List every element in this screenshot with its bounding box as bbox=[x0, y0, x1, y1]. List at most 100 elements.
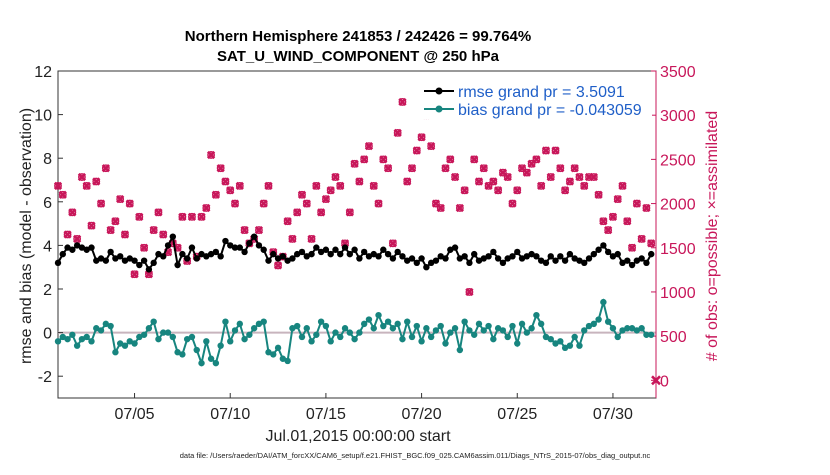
obs-possible-point bbox=[446, 155, 455, 164]
rmse-point bbox=[633, 257, 641, 264]
bias-point bbox=[380, 322, 387, 330]
obs-assimilated-point bbox=[226, 186, 235, 195]
obs-possible-point bbox=[101, 164, 110, 173]
bias-point bbox=[270, 351, 277, 358]
x-tick-label: 07/30 bbox=[593, 406, 633, 423]
obs-possible-point bbox=[436, 204, 445, 212]
obs-assimilated-point bbox=[455, 203, 464, 213]
bias-point bbox=[638, 325, 645, 332]
obs-assimilated-point bbox=[560, 186, 570, 195]
bias-point bbox=[432, 327, 440, 334]
rmse-point bbox=[193, 255, 200, 262]
obs-possible-point bbox=[379, 155, 388, 164]
obs-assimilated-point bbox=[450, 172, 460, 182]
rmse-point bbox=[442, 255, 449, 262]
bias-point bbox=[150, 318, 157, 325]
obs-assimilated-point bbox=[321, 195, 331, 204]
bias-point bbox=[528, 325, 535, 332]
obs-possible-point bbox=[570, 164, 579, 173]
rmse-point bbox=[83, 246, 90, 253]
series-bias bbox=[54, 298, 655, 367]
bias-point bbox=[227, 338, 234, 345]
bias-point bbox=[590, 320, 598, 328]
obs-possible-point bbox=[565, 177, 574, 186]
obs-assimilated-point bbox=[350, 159, 359, 168]
rmse-point bbox=[121, 257, 129, 264]
bias-point bbox=[447, 329, 454, 336]
obs-assimilated-point bbox=[369, 181, 378, 191]
obs-possible-point bbox=[618, 181, 627, 190]
rmse-point bbox=[155, 250, 162, 258]
y-right-tick-label: 0 bbox=[660, 373, 669, 390]
rmse-point bbox=[174, 261, 181, 269]
obs-assimilated-point bbox=[489, 177, 498, 186]
bias-point bbox=[490, 335, 497, 343]
obs-possible-point bbox=[326, 186, 335, 195]
bias-point bbox=[423, 325, 430, 332]
y-tick-label: 0 bbox=[43, 326, 52, 343]
obs-possible-point bbox=[499, 168, 507, 177]
rmse-point bbox=[298, 248, 306, 256]
obs-assimilated-point bbox=[302, 199, 311, 208]
obs-assimilated-point bbox=[288, 234, 297, 244]
bias-point bbox=[480, 327, 487, 334]
bias-point bbox=[64, 335, 71, 343]
rmse-point bbox=[198, 250, 205, 258]
rmse-point bbox=[380, 246, 387, 253]
rmse-point bbox=[207, 250, 215, 258]
obs-assimilated-point bbox=[407, 164, 417, 173]
obs-possible-point bbox=[317, 208, 326, 217]
y-tick-label: 12 bbox=[34, 64, 52, 81]
obs-possible-point bbox=[135, 212, 144, 221]
obs-assimilated-point bbox=[202, 203, 211, 213]
rmse-point bbox=[619, 259, 626, 267]
obs-assimilated-point bbox=[465, 287, 474, 297]
rmse-point bbox=[514, 248, 521, 256]
obs-assimilated-point bbox=[336, 181, 345, 191]
bias-point bbox=[609, 325, 617, 332]
obs-possible-point bbox=[216, 164, 225, 173]
rmse-point bbox=[571, 255, 578, 262]
rmse-point bbox=[78, 244, 86, 251]
obs-possible-point bbox=[221, 177, 230, 186]
data-file-note: data file: /Users/raeder/DAI/ATM_forcXX/… bbox=[180, 451, 651, 460]
obs-assimilated-point bbox=[412, 146, 421, 155]
bias-point bbox=[471, 331, 478, 338]
obs-possible-point bbox=[97, 199, 105, 208]
obs-assimilated-point bbox=[92, 177, 101, 186]
rmse-point bbox=[322, 246, 330, 253]
obs-possible-point bbox=[637, 235, 646, 243]
rmse-point bbox=[346, 250, 354, 258]
bias-point bbox=[442, 340, 449, 347]
bias-point bbox=[179, 351, 186, 358]
bias-point bbox=[418, 338, 425, 345]
rmse-point bbox=[643, 259, 650, 267]
obs-assimilated-point bbox=[623, 217, 632, 226]
obs-assimilated-point bbox=[317, 208, 326, 217]
y-axis-right-label: # of obs: o=possible; ×=assimilated bbox=[704, 111, 721, 361]
rmse-point bbox=[313, 244, 320, 251]
rmse-point bbox=[480, 255, 487, 262]
y-right-tick-label: 2000 bbox=[660, 197, 696, 214]
obs-possible-point bbox=[441, 164, 450, 173]
obs-possible-point bbox=[369, 181, 378, 190]
obs-assimilated-point bbox=[87, 221, 96, 230]
rmse-point bbox=[542, 259, 550, 267]
bias-point bbox=[164, 329, 172, 336]
rmse-point bbox=[461, 253, 468, 260]
bias-point bbox=[250, 325, 258, 332]
obs-possible-point bbox=[455, 204, 464, 212]
bias-point bbox=[203, 338, 210, 345]
bias-point bbox=[107, 322, 114, 330]
rmse-point bbox=[308, 250, 315, 258]
bias-point bbox=[394, 320, 401, 328]
y-tick-label: -2 bbox=[38, 369, 52, 386]
bias-point bbox=[332, 329, 339, 336]
rmse-point bbox=[69, 246, 76, 253]
bias-point bbox=[265, 349, 272, 356]
rmse-point bbox=[227, 242, 234, 249]
rmse-point bbox=[456, 255, 464, 262]
bias-point bbox=[614, 333, 621, 341]
bias-point bbox=[576, 342, 583, 349]
obs-assimilated-point bbox=[441, 164, 450, 173]
